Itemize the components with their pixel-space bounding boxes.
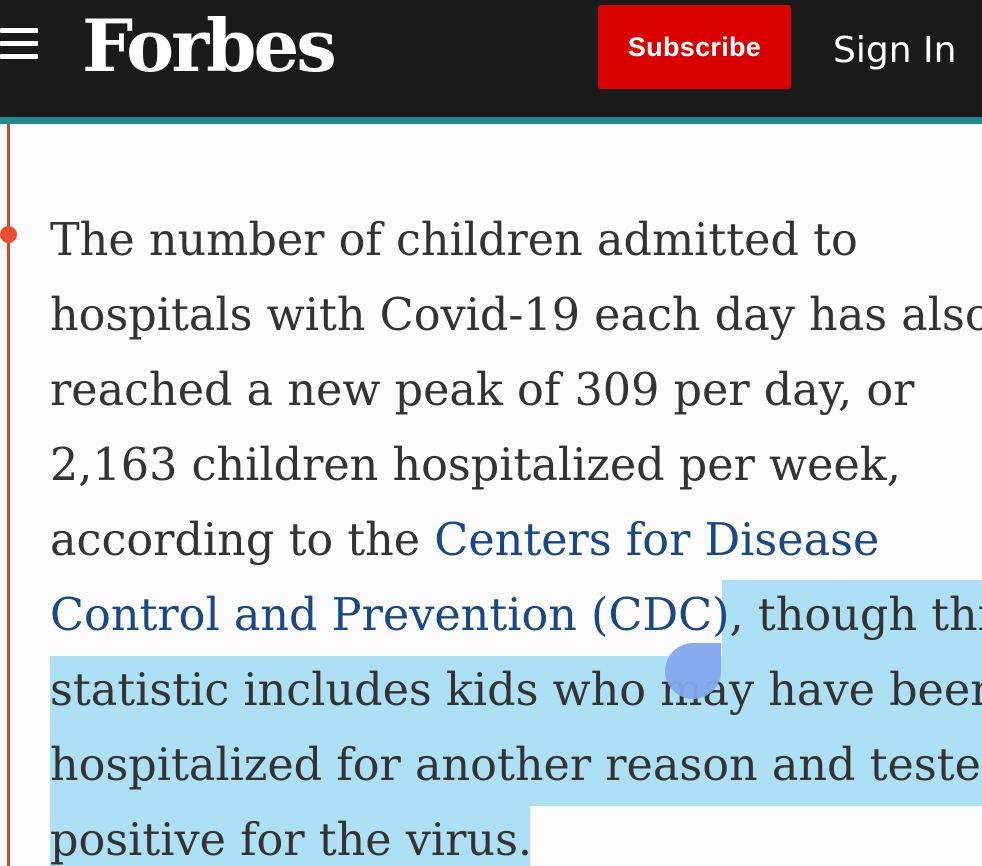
article-line: 2,163 children hospitalized per week, <box>50 440 901 491</box>
article-line: reached a new peak of 309 per day, or <box>50 365 915 416</box>
sign-in-link[interactable]: Sign In <box>833 30 957 71</box>
forbes-logo[interactable]: Forbes <box>82 3 337 88</box>
article-text: according to the <box>50 515 435 566</box>
article-comma: , <box>729 590 744 641</box>
site-header: Forbes Subscribe Sign In <box>0 0 982 117</box>
article-line: according to the Centers for Disease <box>50 503 982 578</box>
article-paragraph: The number of children admitted to hospi… <box>50 203 982 866</box>
article-line: The number of children admitted to <box>50 215 858 266</box>
hamburger-menu-icon[interactable] <box>0 26 40 62</box>
article-line: statistic includes kids who may have bee… <box>50 653 982 728</box>
selected-text: statistic includes kids who may have bee… <box>50 665 982 716</box>
selection-highlight-line9 <box>50 806 530 866</box>
article-line: Control and Prevention (CDC), though thi… <box>50 578 982 653</box>
selected-text: hospitalized for another reason and test… <box>50 740 982 791</box>
cdc-link-continued[interactable]: Control and Prevention (CDC) <box>50 590 730 641</box>
timeline-dot <box>0 226 17 243</box>
article-line: positive for the virus. <box>50 803 982 866</box>
article-line: hospitalized for another reason and test… <box>50 728 982 803</box>
selected-text: though this <box>757 590 982 641</box>
article-line: hospitals with Covid-19 each day has als… <box>50 290 982 341</box>
timeline-line <box>7 124 10 866</box>
subscribe-button[interactable]: Subscribe <box>598 5 791 89</box>
selection-highlight-line6 <box>722 580 982 656</box>
selected-text: positive for the virus. <box>50 815 533 866</box>
cdc-link[interactable]: Centers for Disease <box>434 515 880 566</box>
selection-handle-icon[interactable] <box>665 643 721 699</box>
header-accent-strip <box>0 117 982 124</box>
selection-highlight-line7-8 <box>50 656 982 806</box>
